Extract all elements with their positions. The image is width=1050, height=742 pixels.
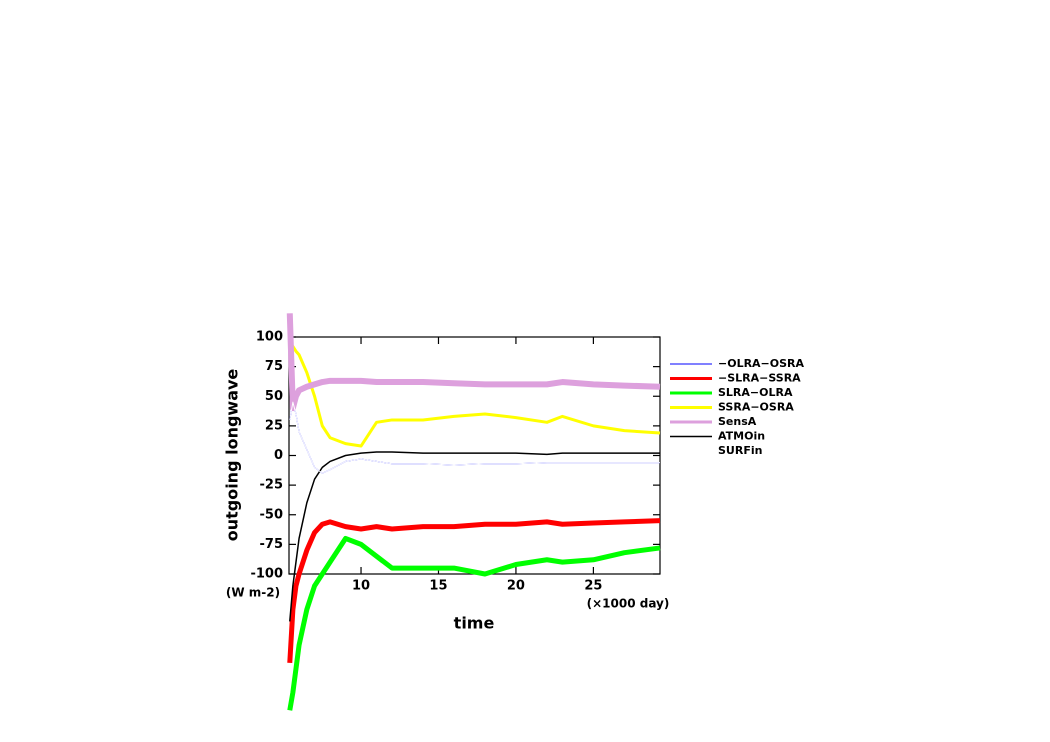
legend-label: SLRA−OLRA (718, 386, 793, 399)
x-axis-label: time (454, 614, 495, 633)
y-axis-label: outgoing longwave (223, 369, 242, 542)
series-line (289, 451, 660, 622)
x-tick-label: 10 (352, 579, 370, 594)
x-tick-label: 15 (429, 579, 447, 594)
legend-label: −OLRA−OSRA (718, 357, 805, 370)
series-line (287, 535, 661, 711)
y-tick-label: -75 (260, 537, 284, 552)
y-tick-label: 25 (265, 418, 283, 433)
y-tick-label: 0 (274, 448, 283, 463)
y-tick-label: -100 (250, 567, 283, 582)
x-tick-label: 20 (507, 579, 525, 594)
x-tick-label: 25 (584, 579, 602, 594)
series-line (286, 313, 661, 412)
legend-label: SURFin (718, 444, 762, 457)
y-tick-label: -25 (260, 478, 284, 493)
y-tick-label: 75 (265, 359, 283, 374)
y-axis-units: (W m-2) (226, 586, 280, 600)
x-axis-units: (×1000 day) (587, 597, 670, 611)
y-tick-label: 50 (265, 389, 283, 404)
series-line (288, 341, 661, 448)
legend-label: −SLRA−SSRA (718, 372, 801, 385)
y-tick-label: -50 (260, 507, 284, 522)
legend-label: SensA (718, 415, 757, 428)
legend-label: SSRA−OSRA (718, 401, 794, 414)
series-line (289, 401, 660, 474)
series-line (287, 518, 661, 664)
y-tick-label: 100 (256, 330, 283, 345)
legend-label: ATMOin (718, 430, 765, 443)
